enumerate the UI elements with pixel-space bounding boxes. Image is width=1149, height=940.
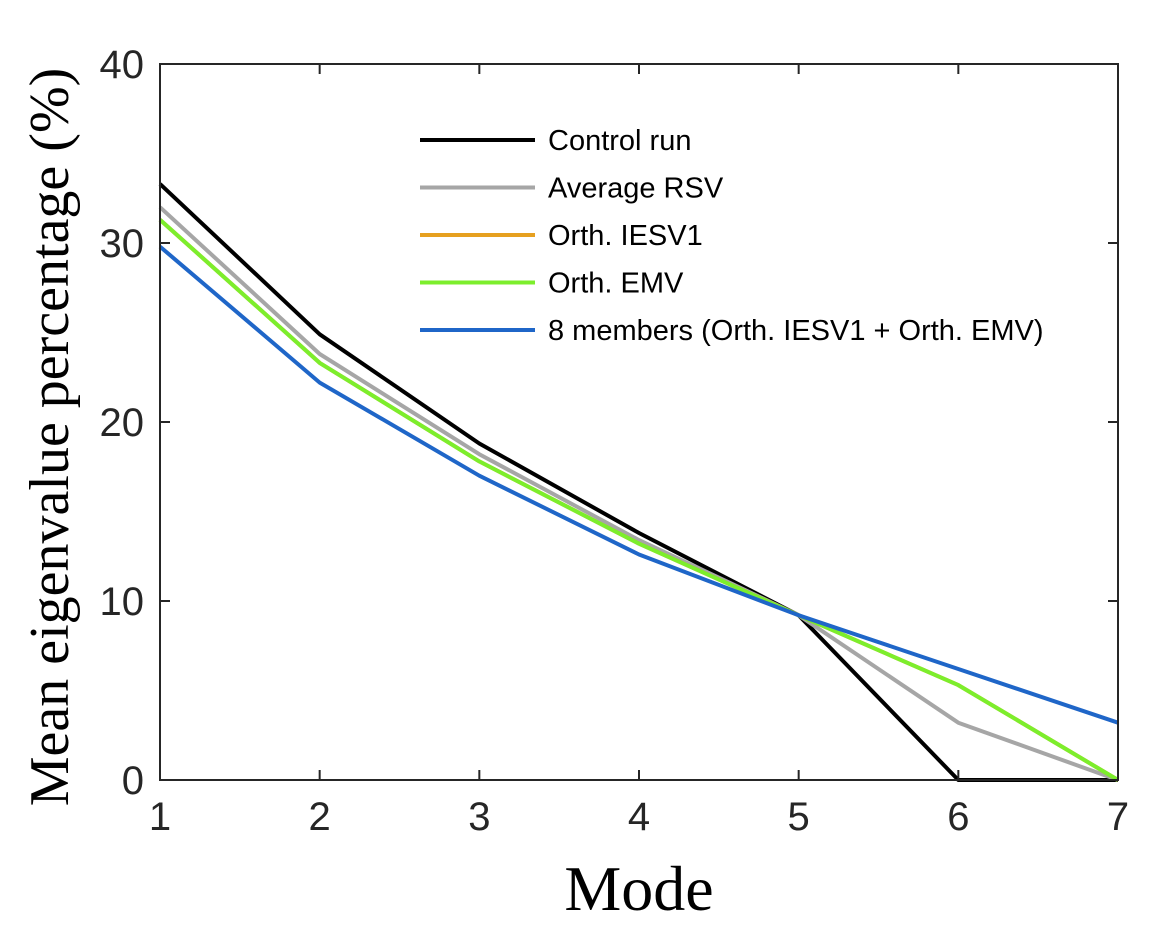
x-tick-label: 5 <box>788 795 810 839</box>
x-tick-label: 2 <box>309 795 331 839</box>
y-tick-label: 40 <box>100 43 145 87</box>
legend-label-2: Average RSV <box>548 173 724 205</box>
x-axis-title: Mode <box>564 853 713 924</box>
x-tick-label: 4 <box>628 795 650 839</box>
y-axis-title: Mean eigenvalue percentage (%) <box>19 68 81 806</box>
y-tick-label: 10 <box>100 580 145 624</box>
x-tick-label: 1 <box>149 795 171 839</box>
legend-label-3: Orth. IESV1 <box>548 220 703 252</box>
y-tick-label: 30 <box>100 222 145 266</box>
ticks-layer: 1 2 3 4 5 6 7 0 10 20 30 40 <box>100 43 1130 839</box>
legend-label-1: Control run <box>548 125 691 157</box>
series-line-5 <box>158 245 1119 725</box>
x-tick-label: 3 <box>468 795 490 839</box>
legend: Control run Average RSV Orth. IESV1 Orth. E… <box>420 125 1044 347</box>
series-line-2 <box>158 205 1119 782</box>
y-tick-label: 0 <box>122 759 144 803</box>
y-tick-label: 20 <box>100 401 145 445</box>
x-tick-label: 6 <box>947 795 969 839</box>
series-line-4 <box>158 218 1120 782</box>
x-tick-label: 7 <box>1107 795 1129 839</box>
legend-label-4: Orth. EMV <box>548 268 684 300</box>
legend-label-5: 8 members (Orth. IESV1 + Orth. EMV) <box>548 315 1044 347</box>
